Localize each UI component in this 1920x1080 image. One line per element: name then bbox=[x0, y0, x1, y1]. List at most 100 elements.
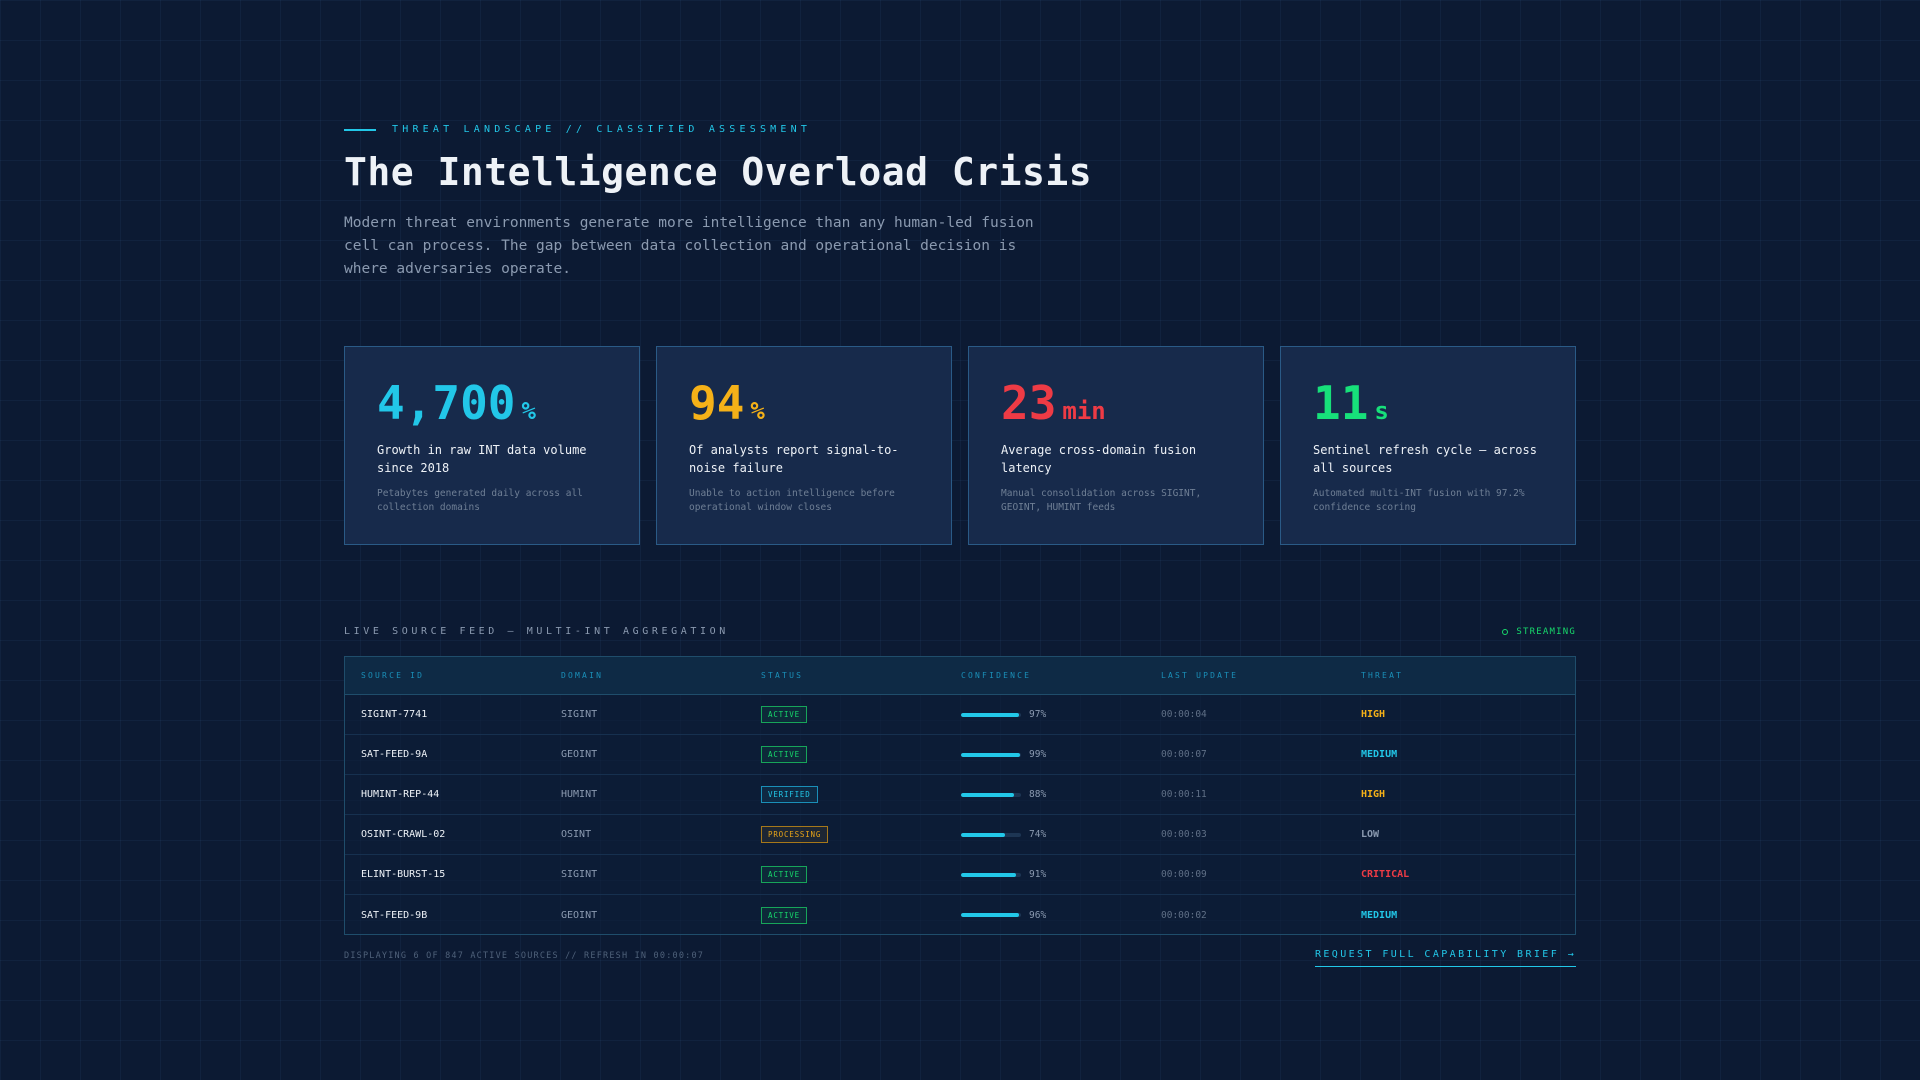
source-id-cell: HUMINT-REP-44 bbox=[361, 789, 440, 800]
stat-number: 23 bbox=[1001, 376, 1057, 430]
status-badge: ACTIVE bbox=[761, 906, 807, 924]
confidence-value: 91% bbox=[1029, 869, 1047, 880]
eyebrow-line bbox=[344, 128, 376, 131]
threat-cell: LOW bbox=[1361, 829, 1561, 840]
table-header: SOURCE ID DOMAIN STATUS CONFIDENCE LAST … bbox=[345, 657, 1575, 695]
last-update-cell: 00:00:07 bbox=[1161, 749, 1207, 760]
stat-sublabel: Petabytes generated daily across all col… bbox=[377, 488, 583, 513]
confidence-value: 96% bbox=[1029, 909, 1047, 921]
confidence-bar bbox=[961, 913, 1021, 917]
stat-unit: s bbox=[1374, 397, 1389, 425]
confidence-bar-fill bbox=[961, 792, 1014, 797]
confidence-bar bbox=[961, 792, 1021, 797]
eyebrow: THREAT LANDSCAPE // CLASSIFIED ASSESSMEN… bbox=[344, 124, 811, 135]
streaming-label: STREAMING bbox=[1516, 626, 1576, 637]
status-badge: ACTIVE bbox=[761, 706, 807, 723]
stat-unit: % bbox=[750, 397, 765, 425]
stat-number: 94 bbox=[689, 376, 745, 430]
status-badge: ACTIVE bbox=[761, 746, 807, 763]
domain-cell: GEOINT bbox=[561, 909, 598, 921]
domain-cell: SIGINT bbox=[561, 869, 598, 880]
threat-level: MEDIUM bbox=[1361, 749, 1398, 760]
page-title: The Intelligence Overload Crisis bbox=[344, 150, 1093, 194]
confidence-bar-fill bbox=[961, 712, 1020, 717]
threat-cell: HIGH bbox=[1361, 789, 1561, 800]
confidence-cell: 96% bbox=[961, 910, 1161, 921]
table-row[interactable]: SIGINT-7741 SIGINT ACTIVE 97% 00:00:04 H… bbox=[345, 695, 1575, 735]
source-id-cell: OSINT-CRAWL-02 bbox=[361, 829, 446, 840]
confidence-cell: 99% bbox=[961, 749, 1161, 760]
stat-card-analyst-failure: 94 % Of analysts report signal-to-noise … bbox=[656, 346, 952, 545]
confidence-bar bbox=[961, 832, 1021, 837]
table-row[interactable]: SAT-FEED-9B GEOINT ACTIVE 96% 00:00:02 M… bbox=[345, 895, 1575, 935]
feed-header: LIVE SOURCE FEED — MULTI-INT AGGREGATION… bbox=[344, 626, 1576, 637]
confidence-value: 99% bbox=[1029, 749, 1047, 760]
stat-sublabel: Manual consolidation across SIGINT, GEOI… bbox=[1001, 488, 1202, 513]
table-row[interactable]: OSINT-CRAWL-02 OSINT PROCESSING 74% 00:0… bbox=[345, 815, 1575, 855]
last-update-cell: 00:00:03 bbox=[1161, 829, 1207, 840]
threat-cell: CRITICAL bbox=[1361, 869, 1561, 880]
stat-cards: 4,700 % Growth in raw INT data volume si… bbox=[344, 346, 1576, 545]
stat-sublabel: Unable to action intelligence before ope… bbox=[689, 488, 895, 513]
column-header-domain: DOMAIN bbox=[561, 671, 604, 680]
column-header-source-id: SOURCE ID bbox=[361, 671, 425, 680]
status-cell: ACTIVE bbox=[761, 746, 961, 763]
table-row[interactable]: ELINT-BURST-15 SIGINT ACTIVE 91% 00:00:0… bbox=[345, 855, 1575, 895]
stat-card-refresh-cycle: 11 s Sentinel refresh cycle — across all… bbox=[1280, 346, 1576, 545]
threat-cell: HIGH bbox=[1361, 709, 1561, 720]
source-id-cell: SAT-FEED-9A bbox=[361, 749, 428, 760]
table-row[interactable]: SAT-FEED-9A GEOINT ACTIVE 99% 00:00:07 M… bbox=[345, 735, 1575, 775]
stat-label: Of analysts report signal-to-noise failu… bbox=[689, 443, 899, 475]
stat-card-fusion-latency: 23 min Average cross-domain fusion laten… bbox=[968, 346, 1264, 545]
status-badge: PROCESSING bbox=[761, 826, 829, 843]
threat-level: CRITICAL bbox=[1361, 869, 1410, 880]
domain-cell: SIGINT bbox=[561, 709, 598, 720]
stat-label: Sentinel refresh cycle — across all sour… bbox=[1313, 443, 1537, 475]
confidence-bar-fill bbox=[961, 872, 1016, 877]
status-cell: ACTIVE bbox=[761, 706, 961, 723]
stat-value: 4,700 % bbox=[377, 377, 607, 429]
source-id-cell: SIGINT-7741 bbox=[361, 709, 428, 720]
domain-cell: OSINT bbox=[561, 829, 592, 840]
lead-paragraph: Modern threat environments generate more… bbox=[344, 215, 1034, 277]
stat-unit: % bbox=[521, 397, 536, 425]
pulse-icon bbox=[1502, 628, 1509, 635]
column-header-status: STATUS bbox=[761, 671, 804, 680]
source-feed-table: SOURCE ID DOMAIN STATUS CONFIDENCE LAST … bbox=[344, 656, 1576, 935]
last-update-cell: 00:00:04 bbox=[1161, 709, 1207, 720]
confidence-bar bbox=[961, 752, 1021, 757]
stat-sublabel: Automated multi-INT fusion with 97.2% co… bbox=[1313, 488, 1525, 513]
source-id-cell: ELINT-BURST-15 bbox=[361, 869, 446, 880]
confidence-value: 88% bbox=[1029, 789, 1047, 800]
stat-label: Average cross-domain fusion latency bbox=[1001, 443, 1197, 475]
threat-level: LOW bbox=[1361, 829, 1380, 840]
threat-level: HIGH bbox=[1361, 709, 1386, 720]
confidence-value: 97% bbox=[1029, 709, 1047, 720]
threat-level: HIGH bbox=[1361, 789, 1386, 800]
feed-title: LIVE SOURCE FEED — MULTI-INT AGGREGATION bbox=[344, 626, 729, 637]
stat-label: Growth in raw INT data volume since 2018 bbox=[377, 443, 587, 475]
confidence-bar bbox=[961, 872, 1021, 877]
streaming-indicator: STREAMING bbox=[1502, 627, 1576, 637]
column-header-confidence: CONFIDENCE bbox=[961, 671, 1032, 680]
threat-cell: MEDIUM bbox=[1361, 910, 1561, 921]
table-body: SIGINT-7741 SIGINT ACTIVE 97% 00:00:04 H… bbox=[345, 695, 1575, 935]
status-cell: ACTIVE bbox=[761, 866, 961, 883]
stat-unit: min bbox=[1062, 397, 1106, 425]
request-brief-link[interactable]: REQUEST FULL CAPABILITY BRIEF → bbox=[1314, 949, 1576, 967]
last-update-cell: 00:00:09 bbox=[1161, 869, 1207, 880]
confidence-bar bbox=[961, 712, 1021, 717]
last-update-cell: 00:00:11 bbox=[1161, 789, 1207, 800]
threat-cell: MEDIUM bbox=[1361, 749, 1561, 760]
threat-level: MEDIUM bbox=[1361, 909, 1398, 921]
status-badge: VERIFIED bbox=[761, 786, 818, 803]
confidence-bar-fill bbox=[961, 752, 1021, 757]
confidence-cell: 74% bbox=[961, 829, 1161, 840]
stat-value: 11 s bbox=[1313, 377, 1543, 429]
status-badge: ACTIVE bbox=[761, 866, 807, 883]
column-header-last-update: LAST UPDATE bbox=[1161, 671, 1239, 680]
status-cell: VERIFIED bbox=[761, 786, 961, 803]
table-row[interactable]: HUMINT-REP-44 HUMINT VERIFIED 88% 00:00:… bbox=[345, 775, 1575, 815]
confidence-bar-fill bbox=[961, 832, 1006, 837]
last-update-cell: 00:00:02 bbox=[1161, 909, 1207, 921]
